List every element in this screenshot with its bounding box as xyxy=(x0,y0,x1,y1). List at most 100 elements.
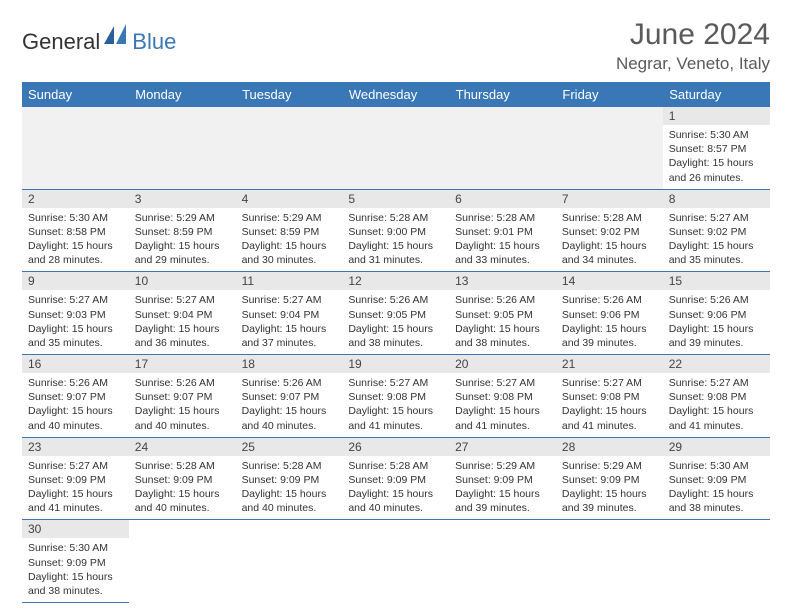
daylight-line: Daylight: 15 hours and 37 minutes. xyxy=(242,322,337,350)
day-details: Sunrise: 5:26 AMSunset: 9:06 PMDaylight:… xyxy=(663,290,770,354)
logo-sail-icon xyxy=(104,24,130,49)
sunrise-line: Sunrise: 5:29 AM xyxy=(242,211,337,225)
sunrise-line: Sunrise: 5:26 AM xyxy=(562,293,657,307)
sunset-line: Sunset: 9:05 PM xyxy=(455,308,550,322)
daylight-line: Daylight: 15 hours and 38 minutes. xyxy=(455,322,550,350)
day-number: 1 xyxy=(663,107,770,125)
day-number: 8 xyxy=(663,190,770,208)
calendar-cell xyxy=(449,107,556,189)
logo-text-blue: Blue xyxy=(132,29,176,55)
calendar-cell: 29Sunrise: 5:30 AMSunset: 9:09 PMDayligh… xyxy=(663,437,770,520)
daylight-line: Daylight: 15 hours and 41 minutes. xyxy=(562,404,657,432)
day-number: 24 xyxy=(129,438,236,456)
day-details: Sunrise: 5:30 AMSunset: 9:09 PMDaylight:… xyxy=(663,456,770,520)
day-details: Sunrise: 5:26 AMSunset: 9:05 PMDaylight:… xyxy=(342,290,449,354)
sunrise-line: Sunrise: 5:28 AM xyxy=(455,211,550,225)
calendar-cell xyxy=(342,107,449,189)
sunrise-line: Sunrise: 5:27 AM xyxy=(669,211,764,225)
day-details: Sunrise: 5:28 AMSunset: 9:02 PMDaylight:… xyxy=(556,208,663,272)
calendar-cell: 24Sunrise: 5:28 AMSunset: 9:09 PMDayligh… xyxy=(129,437,236,520)
daylight-line: Daylight: 15 hours and 39 minutes. xyxy=(455,487,550,515)
sunrise-line: Sunrise: 5:30 AM xyxy=(669,128,764,142)
calendar-cell: 20Sunrise: 5:27 AMSunset: 9:08 PMDayligh… xyxy=(449,355,556,438)
sunset-line: Sunset: 8:59 PM xyxy=(242,225,337,239)
day-details: Sunrise: 5:27 AMSunset: 9:08 PMDaylight:… xyxy=(663,373,770,437)
sunrise-line: Sunrise: 5:26 AM xyxy=(348,293,443,307)
day-number: 15 xyxy=(663,272,770,290)
daylight-line: Daylight: 15 hours and 40 minutes. xyxy=(348,487,443,515)
day-details: Sunrise: 5:29 AMSunset: 8:59 PMDaylight:… xyxy=(236,208,343,272)
daylight-line: Daylight: 15 hours and 34 minutes. xyxy=(562,239,657,267)
sunset-line: Sunset: 8:58 PM xyxy=(28,225,123,239)
day-details: Sunrise: 5:30 AMSunset: 8:58 PMDaylight:… xyxy=(22,208,129,272)
day-number: 23 xyxy=(22,438,129,456)
daylight-line: Daylight: 15 hours and 39 minutes. xyxy=(562,322,657,350)
sunrise-line: Sunrise: 5:27 AM xyxy=(242,293,337,307)
calendar-cell: 27Sunrise: 5:29 AMSunset: 9:09 PMDayligh… xyxy=(449,437,556,520)
calendar-week: 9Sunrise: 5:27 AMSunset: 9:03 PMDaylight… xyxy=(22,272,770,355)
daylight-line: Daylight: 15 hours and 35 minutes. xyxy=(669,239,764,267)
sunset-line: Sunset: 9:08 PM xyxy=(669,390,764,404)
location: Negrar, Veneto, Italy xyxy=(616,54,770,74)
sunrise-line: Sunrise: 5:26 AM xyxy=(669,293,764,307)
day-number: 21 xyxy=(556,355,663,373)
calendar-cell xyxy=(556,520,663,603)
daylight-line: Daylight: 15 hours and 41 minutes. xyxy=(669,404,764,432)
day-number: 22 xyxy=(663,355,770,373)
month-title: June 2024 xyxy=(616,18,770,52)
daylight-line: Daylight: 15 hours and 39 minutes. xyxy=(669,322,764,350)
day-header: Friday xyxy=(556,82,663,107)
calendar-cell: 21Sunrise: 5:27 AMSunset: 9:08 PMDayligh… xyxy=(556,355,663,438)
day-number: 16 xyxy=(22,355,129,373)
calendar-week: 16Sunrise: 5:26 AMSunset: 9:07 PMDayligh… xyxy=(22,355,770,438)
daylight-line: Daylight: 15 hours and 40 minutes. xyxy=(242,404,337,432)
day-details: Sunrise: 5:27 AMSunset: 9:08 PMDaylight:… xyxy=(556,373,663,437)
calendar-cell xyxy=(556,107,663,189)
day-details: Sunrise: 5:26 AMSunset: 9:07 PMDaylight:… xyxy=(22,373,129,437)
sunset-line: Sunset: 9:02 PM xyxy=(669,225,764,239)
sunrise-line: Sunrise: 5:26 AM xyxy=(135,376,230,390)
sunrise-line: Sunrise: 5:28 AM xyxy=(348,211,443,225)
sunset-line: Sunset: 9:06 PM xyxy=(562,308,657,322)
calendar-table: SundayMondayTuesdayWednesdayThursdayFrid… xyxy=(22,82,770,603)
sunrise-line: Sunrise: 5:29 AM xyxy=(455,459,550,473)
day-details: Sunrise: 5:28 AMSunset: 9:09 PMDaylight:… xyxy=(129,456,236,520)
daylight-line: Daylight: 15 hours and 39 minutes. xyxy=(562,487,657,515)
calendar-cell xyxy=(236,520,343,603)
sunset-line: Sunset: 9:04 PM xyxy=(242,308,337,322)
calendar-cell: 1Sunrise: 5:30 AMSunset: 8:57 PMDaylight… xyxy=(663,107,770,189)
sunset-line: Sunset: 9:09 PM xyxy=(242,473,337,487)
sunset-line: Sunset: 9:08 PM xyxy=(348,390,443,404)
sunrise-line: Sunrise: 5:27 AM xyxy=(669,376,764,390)
day-number: 26 xyxy=(342,438,449,456)
sunset-line: Sunset: 9:09 PM xyxy=(669,473,764,487)
day-number: 11 xyxy=(236,272,343,290)
day-number: 19 xyxy=(342,355,449,373)
calendar-cell xyxy=(342,520,449,603)
calendar-cell: 18Sunrise: 5:26 AMSunset: 9:07 PMDayligh… xyxy=(236,355,343,438)
calendar-week: 2Sunrise: 5:30 AMSunset: 8:58 PMDaylight… xyxy=(22,189,770,272)
sunset-line: Sunset: 9:09 PM xyxy=(135,473,230,487)
day-number: 20 xyxy=(449,355,556,373)
header: General Blue June 2024 Negrar, Veneto, I… xyxy=(22,18,770,74)
calendar-cell xyxy=(129,107,236,189)
calendar-cell: 10Sunrise: 5:27 AMSunset: 9:04 PMDayligh… xyxy=(129,272,236,355)
calendar-cell: 11 Sunrise: 5:27 AMSunset: 9:04 PMDayligh… xyxy=(236,272,343,355)
day-details: Sunrise: 5:27 AMSunset: 9:09 PMDaylight:… xyxy=(22,456,129,520)
sunset-line: Sunset: 9:09 PM xyxy=(28,556,123,570)
calendar-cell: 3Sunrise: 5:29 AMSunset: 8:59 PMDaylight… xyxy=(129,189,236,272)
daylight-line: Daylight: 15 hours and 33 minutes. xyxy=(455,239,550,267)
calendar-cell xyxy=(236,107,343,189)
day-number: 29 xyxy=(663,438,770,456)
day-number: 2 xyxy=(22,190,129,208)
sunrise-line: Sunrise: 5:28 AM xyxy=(135,459,230,473)
calendar-cell: 28Sunrise: 5:29 AMSunset: 9:09 PMDayligh… xyxy=(556,437,663,520)
day-details: Sunrise: 5:27 AMSunset: 9:08 PMDaylight:… xyxy=(342,373,449,437)
day-details: Sunrise: 5:28 AMSunset: 9:01 PMDaylight:… xyxy=(449,208,556,272)
day-number: 25 xyxy=(236,438,343,456)
sunset-line: Sunset: 8:59 PM xyxy=(135,225,230,239)
daylight-line: Daylight: 15 hours and 41 minutes. xyxy=(28,487,123,515)
sunrise-line: Sunrise: 5:27 AM xyxy=(28,293,123,307)
calendar-cell: 14Sunrise: 5:26 AMSunset: 9:06 PMDayligh… xyxy=(556,272,663,355)
day-details: Sunrise: 5:30 AMSunset: 8:57 PMDaylight:… xyxy=(663,125,770,189)
